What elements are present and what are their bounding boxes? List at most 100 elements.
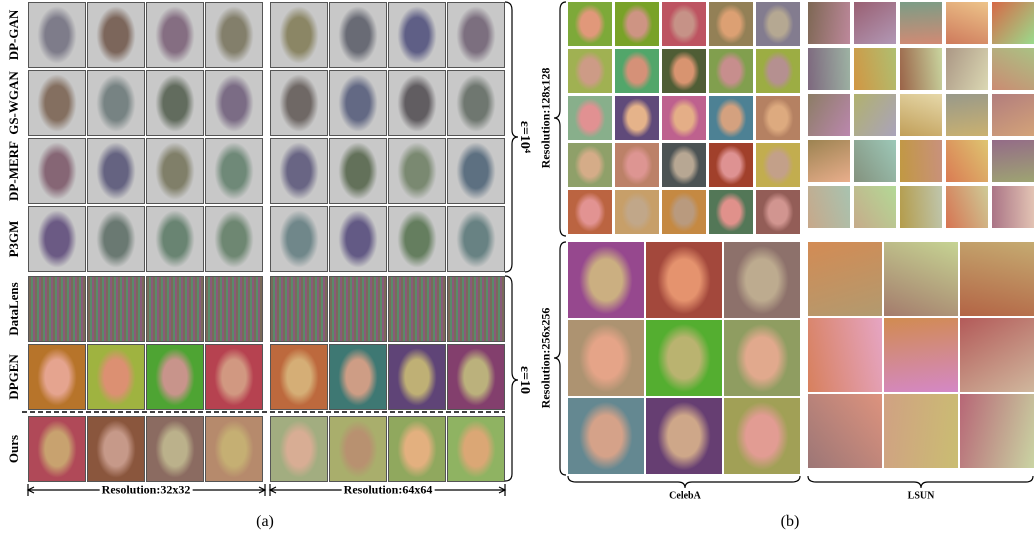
- sample-image: [568, 143, 612, 187]
- sample-image: [992, 48, 1034, 90]
- sample-image: [270, 2, 328, 68]
- sample-image: [205, 276, 263, 342]
- sample-image: [662, 96, 706, 140]
- sample-image: [28, 416, 86, 482]
- sample-image: [900, 140, 942, 182]
- sample-image: [808, 186, 850, 228]
- sample-image: [329, 416, 387, 482]
- figure: ε=10⁴ ε=10 Resolution:32x32 Resolution:6…: [0, 0, 1034, 538]
- sample-image: [808, 394, 882, 468]
- sample-image: [808, 2, 850, 44]
- sample-image: [808, 318, 882, 392]
- sample-image: [646, 320, 722, 396]
- sample-image: [946, 94, 988, 136]
- sample-image: [87, 206, 145, 272]
- sample-image: [205, 344, 263, 410]
- sample-image: [329, 138, 387, 204]
- resolution-label: Resolution:128x128: [539, 68, 554, 169]
- sample-image: [808, 48, 850, 90]
- sample-image: [146, 138, 204, 204]
- sample-image: [946, 140, 988, 182]
- sample-image: [447, 276, 505, 342]
- sample-image: [992, 2, 1034, 44]
- sample-image: [662, 190, 706, 234]
- sample-image: [900, 186, 942, 228]
- sample-image: [388, 70, 446, 136]
- sample-image: [447, 344, 505, 410]
- sample-image: [205, 206, 263, 272]
- sample-image: [270, 276, 328, 342]
- sample-image: [87, 2, 145, 68]
- sample-image: [946, 186, 988, 228]
- sample-image: [87, 138, 145, 204]
- sample-image: [992, 94, 1034, 136]
- sample-image: [568, 49, 612, 93]
- sample-image: [724, 242, 800, 318]
- resolution-label: Resolution:32x32: [100, 483, 193, 498]
- dataset-label: LSUN: [908, 491, 935, 502]
- sample-image: [615, 49, 659, 93]
- sample-image: [992, 186, 1034, 228]
- caption: (b): [781, 513, 800, 531]
- brace: [808, 476, 1033, 488]
- sample-image: [146, 344, 204, 410]
- sample-image: [205, 416, 263, 482]
- row-label: GS-WGAN: [6, 71, 22, 135]
- sample-image: [756, 49, 800, 93]
- sample-image: [646, 242, 722, 318]
- caption: (a): [256, 513, 274, 531]
- sample-image: [724, 398, 800, 474]
- sample-image: [270, 206, 328, 272]
- sample-image: [662, 49, 706, 93]
- sample-image: [946, 48, 988, 90]
- epsilon-label: ε=10: [516, 366, 532, 394]
- sample-image: [146, 206, 204, 272]
- sample-image: [884, 394, 958, 468]
- resolution-label: Resolution:256x256: [539, 308, 554, 409]
- sample-image: [146, 416, 204, 482]
- sample-image: [87, 70, 145, 136]
- sample-image: [388, 206, 446, 272]
- sample-image: [756, 143, 800, 187]
- sample-image: [447, 2, 505, 68]
- sample-image: [87, 416, 145, 482]
- sample-image: [854, 186, 896, 228]
- sample-image: [568, 96, 612, 140]
- sample-image: [960, 318, 1034, 392]
- sample-image: [756, 96, 800, 140]
- sample-image: [28, 2, 86, 68]
- sample-image: [388, 2, 446, 68]
- sample-image: [808, 242, 882, 316]
- brace: [554, 242, 566, 475]
- sample-image: [28, 276, 86, 342]
- sample-image: [28, 206, 86, 272]
- brace: [568, 476, 800, 488]
- sample-image: [388, 416, 446, 482]
- sample-image: [568, 242, 644, 318]
- sample-image: [447, 138, 505, 204]
- row-label: DP-GAN: [6, 10, 22, 61]
- sample-image: [662, 2, 706, 46]
- epsilon-label: ε=10⁴: [516, 121, 532, 153]
- sample-image: [854, 2, 896, 44]
- sample-image: [205, 2, 263, 68]
- sample-image: [28, 70, 86, 136]
- sample-image: [709, 49, 753, 93]
- sample-image: [615, 96, 659, 140]
- row-label: DP-MERF: [6, 141, 22, 201]
- sample-image: [568, 320, 644, 396]
- sample-image: [270, 344, 328, 410]
- sample-image: [854, 94, 896, 136]
- row-label: DataLens: [6, 282, 22, 335]
- sample-image: [447, 206, 505, 272]
- sample-image: [709, 143, 753, 187]
- sample-image: [329, 70, 387, 136]
- sample-image: [329, 206, 387, 272]
- sample-image: [900, 48, 942, 90]
- sample-image: [756, 2, 800, 46]
- sample-image: [709, 96, 753, 140]
- sample-image: [568, 2, 612, 46]
- sample-image: [662, 143, 706, 187]
- sample-image: [756, 190, 800, 234]
- row-label: P3GM: [6, 221, 22, 258]
